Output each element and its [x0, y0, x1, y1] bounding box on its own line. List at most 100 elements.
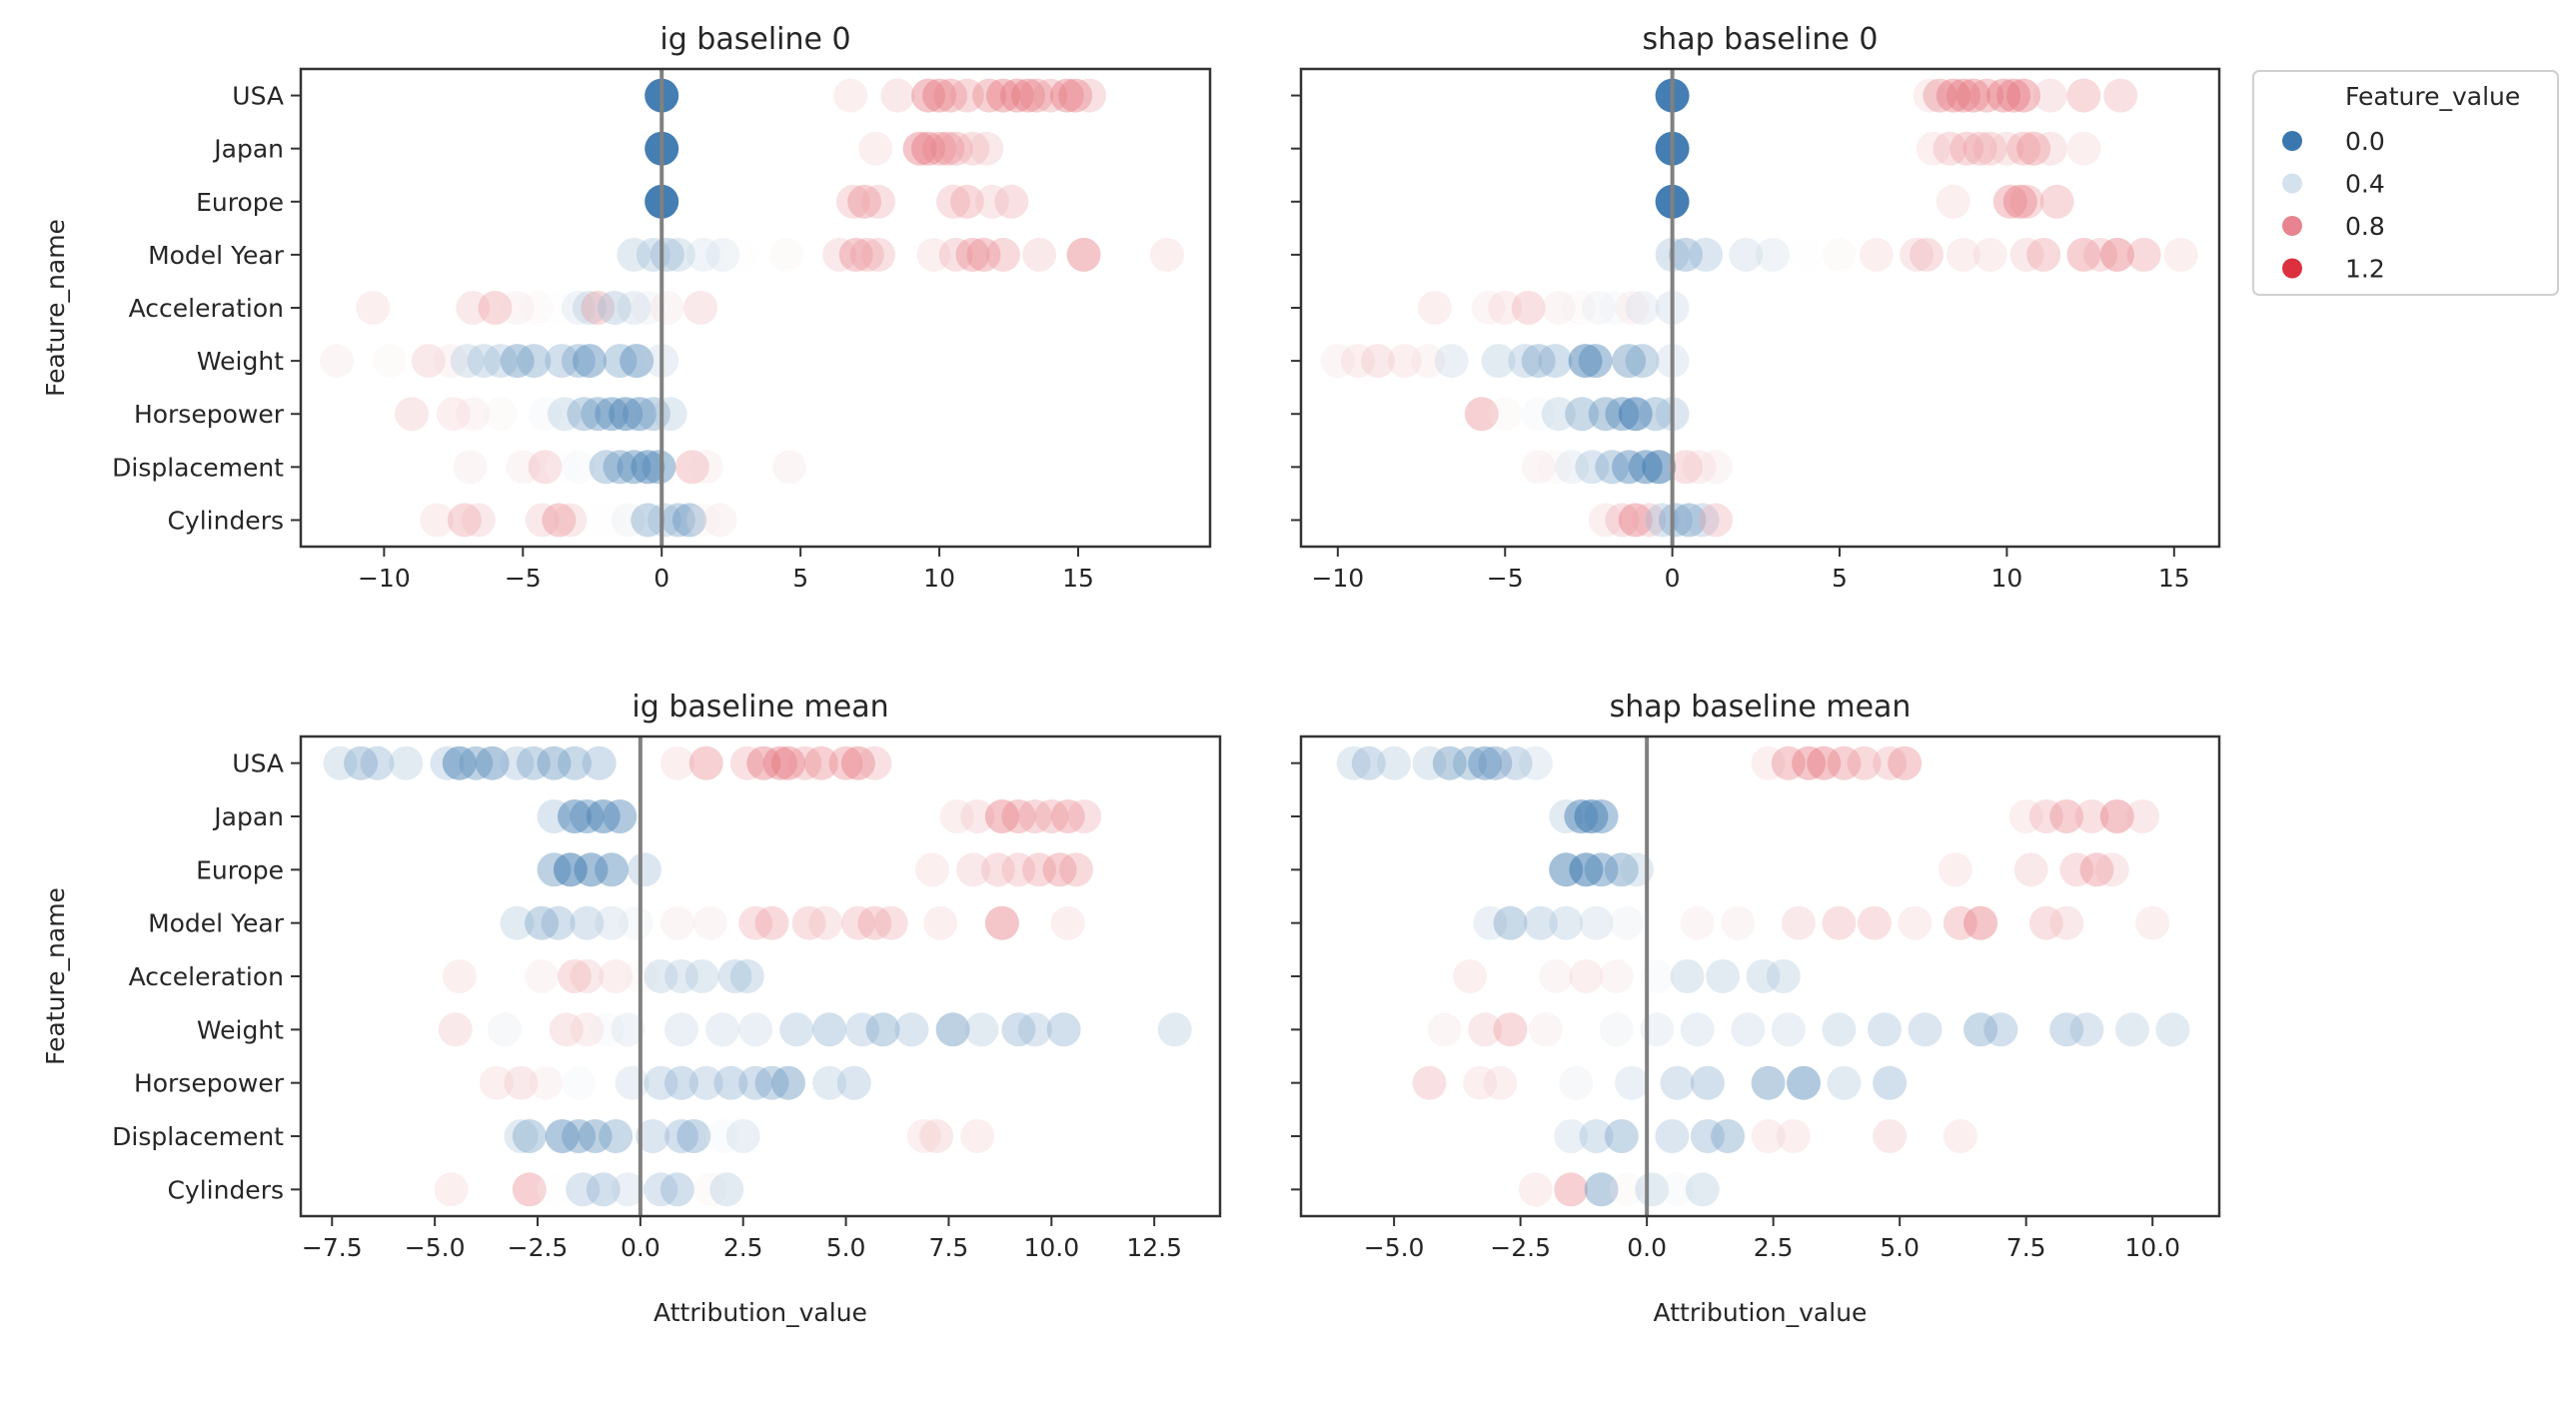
data-point	[1605, 503, 1640, 538]
data-point	[516, 745, 551, 780]
y-tick-label: Model Year	[148, 909, 285, 938]
data-point	[1822, 1012, 1857, 1047]
data-point	[356, 291, 391, 325]
data-point	[566, 1172, 601, 1207]
data-point	[911, 78, 945, 113]
y-tick-label: Displacement	[112, 453, 284, 482]
data-point	[488, 1012, 523, 1047]
data-point	[456, 291, 491, 325]
legend-title: Feature_value	[2345, 82, 2520, 111]
data-point	[1680, 905, 1715, 940]
data-point	[586, 799, 621, 833]
data-point	[1937, 852, 1972, 887]
data-point	[1609, 905, 1644, 940]
data-point	[1635, 1172, 1670, 1207]
data-point	[865, 1012, 900, 1047]
data-point	[939, 799, 974, 833]
data-point	[1963, 1012, 1998, 1047]
data-point	[581, 291, 616, 325]
x-tick-label: 10	[1991, 564, 2023, 593]
data-point	[631, 450, 665, 485]
data-point	[1017, 1012, 1052, 1047]
data-point	[578, 1119, 613, 1153]
panel-1: −10 −5 0 5 10 15 shap baseline 0	[1291, 22, 2221, 593]
x-tick-label: 0.0	[621, 1233, 660, 1262]
data-point	[930, 131, 965, 166]
data-point	[1059, 852, 1093, 887]
data-point	[2066, 78, 2101, 113]
data-point	[702, 503, 737, 538]
data-point	[453, 450, 488, 485]
data-point	[561, 291, 596, 325]
data-point	[1478, 745, 1513, 780]
data-point	[320, 344, 355, 379]
data-point	[599, 959, 634, 993]
data-point	[1599, 1012, 1634, 1047]
data-point	[1625, 291, 1660, 325]
points	[323, 745, 1192, 1207]
data-point	[1320, 344, 1355, 379]
data-point	[504, 1065, 539, 1100]
data-point	[2066, 237, 2101, 272]
data-point	[456, 397, 491, 432]
data-point	[603, 344, 638, 379]
x-tick-label: 15	[1062, 564, 1094, 593]
x-tick-label: 2.5	[723, 1233, 763, 1262]
data-point	[2049, 799, 2084, 833]
data-point	[1822, 905, 1857, 940]
data-point	[1518, 745, 1553, 780]
data-point	[664, 1065, 698, 1100]
data-point	[1873, 745, 1908, 780]
data-point	[1942, 1119, 1977, 1153]
data-point	[611, 503, 645, 538]
data-point	[1569, 959, 1604, 993]
data-point	[1336, 745, 1371, 780]
data-point	[1660, 1065, 1695, 1100]
data-point	[994, 184, 1029, 219]
data-point	[683, 291, 718, 325]
data-point	[1672, 503, 1707, 538]
data-point	[609, 397, 644, 432]
data-point	[1776, 1119, 1811, 1153]
data-point	[1706, 959, 1741, 993]
data-point	[1689, 237, 1724, 272]
data-point	[1483, 1065, 1518, 1100]
data-point	[589, 450, 624, 485]
data-point	[845, 1012, 879, 1047]
data-point	[1659, 503, 1693, 538]
legend-entries: 0.0 0.4 0.8 1.2	[2282, 127, 2385, 284]
data-point	[1157, 1012, 1192, 1047]
data-point	[935, 1012, 970, 1047]
y-tick-label: USA	[232, 82, 284, 111]
data-point	[603, 450, 638, 485]
data-point	[960, 1119, 995, 1153]
data-point	[1022, 852, 1056, 887]
data-point	[1682, 450, 1717, 485]
data-point	[573, 291, 607, 325]
data-point	[1989, 131, 2024, 166]
data-point	[964, 1012, 999, 1047]
data-point	[1049, 78, 1084, 113]
data-point	[652, 397, 687, 432]
data-point	[1618, 503, 1653, 538]
data-point	[2028, 905, 2063, 940]
data-point	[1588, 397, 1623, 432]
legend-marker	[2282, 131, 2302, 151]
data-point	[562, 1065, 597, 1100]
data-point	[442, 959, 477, 993]
data-point	[438, 1012, 473, 1047]
y-tick-label: Displacement	[112, 1122, 284, 1151]
data-point	[479, 1065, 514, 1100]
data-point	[999, 78, 1034, 113]
data-point	[558, 745, 592, 780]
data-point	[915, 852, 949, 887]
data-point	[1690, 1065, 1725, 1100]
data-point	[2125, 799, 2160, 833]
data-point	[1555, 450, 1590, 485]
x-tick-label: −5.0	[405, 1233, 466, 1262]
data-point	[1066, 237, 1101, 272]
data-point	[2039, 184, 2074, 219]
data-point	[1751, 1065, 1786, 1100]
data-point	[1751, 745, 1786, 780]
legend-label: 1.2	[2345, 255, 2385, 284]
